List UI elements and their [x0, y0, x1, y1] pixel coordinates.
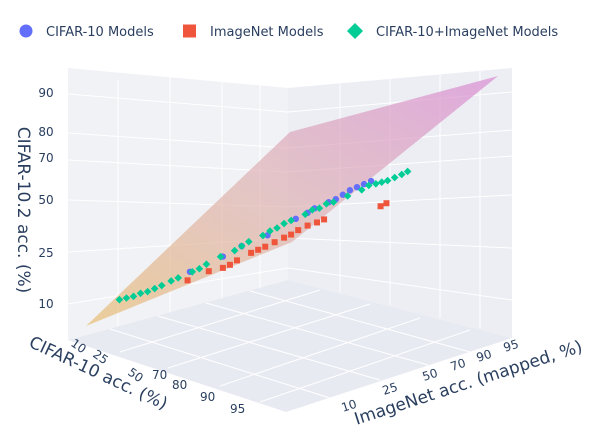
data-point-square[interactable]: [304, 222, 311, 229]
x-axis-ticks: 10 25 50 70 90 95: [340, 337, 521, 415]
x-tick-label: 95: [502, 337, 521, 355]
data-point-square[interactable]: [281, 234, 288, 241]
x-tick-label: 50: [421, 366, 440, 384]
data-point-square[interactable]: [233, 257, 240, 264]
y-tick-label: 80: [172, 378, 187, 392]
data-point-square[interactable]: [288, 231, 295, 238]
data-point-square[interactable]: [295, 227, 302, 234]
data-point-diamond[interactable]: [280, 219, 288, 228]
data-point-square[interactable]: [248, 249, 255, 256]
data-point-square[interactable]: [377, 203, 384, 210]
legend-label: ImageNet Models: [210, 25, 324, 40]
legend-entry-imagenet[interactable]: ImageNet Models: [183, 24, 324, 41]
data-point-diamond[interactable]: [244, 237, 253, 246]
data-point-diamond[interactable]: [202, 260, 211, 269]
data-point-diamond[interactable]: [364, 181, 373, 190]
data-point-circle[interactable]: [346, 187, 354, 194]
data-point-square[interactable]: [219, 264, 226, 271]
z-tick-label: 90: [38, 86, 53, 100]
square-marker-icon: [183, 24, 196, 38]
legend-entry-combined[interactable]: CIFAR-10+ImageNet Models: [347, 23, 558, 40]
fit-plane-surface: [86, 76, 498, 326]
data-point-diamond[interactable]: [150, 284, 159, 293]
z-tick-label: 80: [38, 125, 53, 139]
data-point-square[interactable]: [262, 243, 269, 250]
x-tick-label: 90: [475, 347, 494, 365]
data-point-diamond[interactable]: [397, 170, 406, 179]
data-point-square[interactable]: [383, 200, 390, 207]
data-point-diamond[interactable]: [259, 231, 267, 240]
z-axis-ticks: 10 25 50 70 80 90: [38, 86, 53, 311]
data-point-square[interactable]: [184, 277, 191, 284]
z-axis-title: CIFAR-10.2 acc. (%): [13, 127, 33, 294]
legend-label: CIFAR-10+ImageNet Models: [376, 25, 558, 40]
z-tick-label: 70: [38, 151, 53, 165]
markers-layer: [115, 167, 412, 304]
y-tick-label: 70: [152, 368, 167, 382]
legend-entry-cifar10[interactable]: CIFAR-10 Models: [19, 24, 154, 41]
data-point-diamond[interactable]: [308, 206, 317, 214]
data-point-square[interactable]: [226, 261, 233, 268]
data-point-diamond[interactable]: [301, 210, 310, 219]
legend-label: CIFAR-10 Models: [46, 25, 154, 40]
data-point-circle[interactable]: [353, 183, 361, 191]
legend[interactable]: CIFAR-10 Models ImageNet Models CIFAR-10…: [19, 23, 559, 41]
data-point-diamond[interactable]: [174, 274, 182, 282]
data-point-diamond[interactable]: [357, 186, 366, 194]
data-point-diamond[interactable]: [322, 199, 331, 208]
data-point-square[interactable]: [314, 219, 321, 226]
data-point-square[interactable]: [205, 268, 212, 275]
x-tick-label: 10: [340, 397, 359, 415]
data-point-diamond[interactable]: [287, 216, 295, 225]
data-point-diamond[interactable]: [329, 198, 338, 206]
z-tick-label: 25: [38, 246, 53, 260]
data-point-diamond[interactable]: [390, 173, 399, 182]
data-point-diamond[interactable]: [129, 292, 138, 301]
data-point-diamond[interactable]: [372, 179, 380, 188]
data-point-diamond[interactable]: [237, 242, 246, 250]
y-tick-label: 95: [230, 402, 245, 416]
z-tick-label: 10: [38, 297, 53, 311]
data-point-diamond[interactable]: [188, 267, 197, 276]
data-point-diamond[interactable]: [167, 277, 175, 285]
data-point-diamond[interactable]: [122, 294, 131, 302]
data-point-square[interactable]: [255, 246, 262, 253]
x-tick-label: 70: [449, 356, 468, 374]
data-point-diamond[interactable]: [383, 176, 392, 185]
diamond-marker-icon: [347, 23, 363, 39]
data-point-diamond[interactable]: [273, 224, 281, 232]
data-point-diamond[interactable]: [266, 227, 274, 235]
data-point-diamond[interactable]: [143, 287, 152, 296]
data-point-diamond[interactable]: [115, 295, 124, 304]
data-point-square[interactable]: [321, 216, 328, 223]
data-point-diamond[interactable]: [403, 167, 412, 176]
circle-marker-icon: [19, 24, 33, 38]
x-tick-label: 25: [381, 380, 400, 398]
data-point-square[interactable]: [271, 239, 278, 246]
data-point-diamond[interactable]: [377, 178, 386, 186]
y-tick-label: 90: [200, 390, 215, 404]
data-point-diamond[interactable]: [195, 264, 204, 273]
data-point-diamond[interactable]: [230, 246, 239, 255]
data-point-diamond[interactable]: [136, 289, 145, 298]
data-point-diamond[interactable]: [343, 192, 352, 200]
floor: [68, 280, 512, 412]
data-point-diamond[interactable]: [216, 252, 225, 261]
z-tick-label: 50: [38, 193, 53, 207]
data-point-diamond[interactable]: [315, 204, 324, 213]
data-point-diamond[interactable]: [157, 281, 166, 290]
